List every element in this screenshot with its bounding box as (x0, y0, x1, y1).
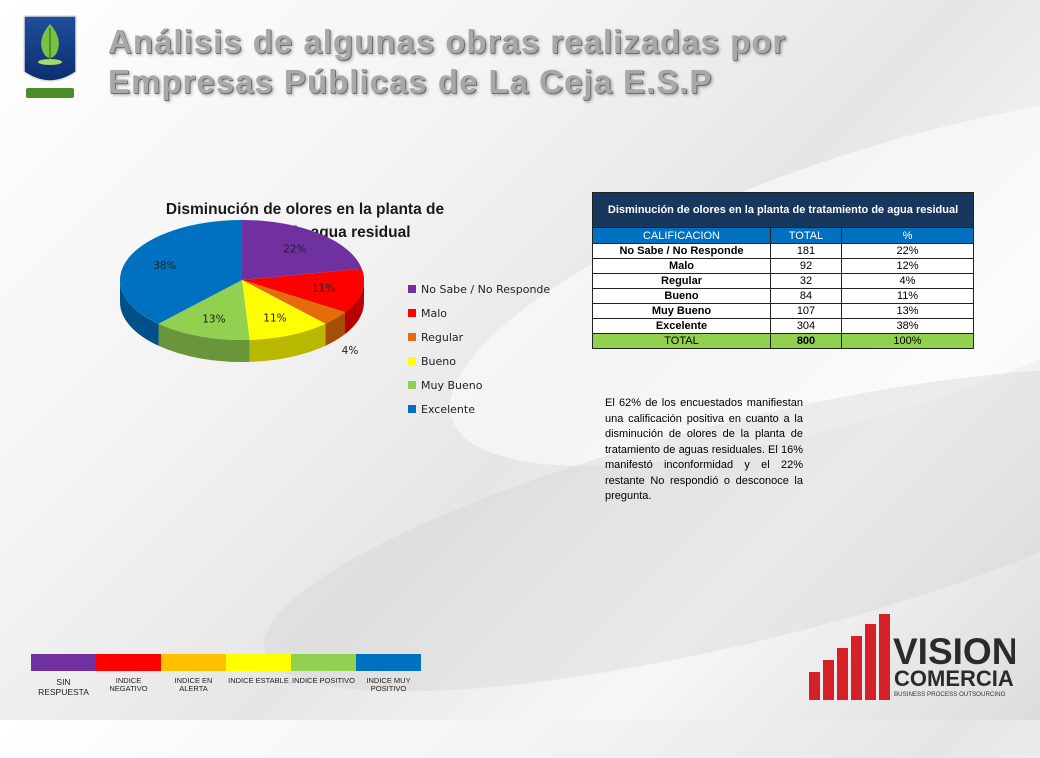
scale-segment (291, 654, 356, 671)
summary-text: El 62% de los encuestados manifiestan un… (605, 397, 803, 502)
table-cell-total: 107 (770, 303, 842, 319)
scale-label: INDICE MUY POSITIVO (366, 676, 411, 693)
table-title: Disminución de olores en la planta de tr… (592, 192, 974, 228)
data-table: Disminución de olores en la planta de tr… (592, 192, 974, 349)
table-cell-calificacion: Excelente (592, 318, 771, 334)
pie-slice (242, 280, 326, 340)
legend-swatch (408, 381, 416, 389)
pie-slice (242, 280, 346, 324)
pie-slice-side (345, 280, 364, 335)
table-header-total: TOTAL (770, 227, 842, 244)
page-title-line: Análisis de algunas obras realizadas por (108, 23, 787, 60)
table-cell-calificacion: Malo (592, 258, 771, 274)
empresas-publicas-logo (23, 15, 77, 98)
table-cell-calificacion: Muy Bueno (592, 303, 771, 319)
table-row: Muy Bueno 107 13% (592, 303, 974, 319)
scale-label: SIN RESPUESTA (38, 677, 89, 697)
pie-slice-side (120, 280, 159, 346)
scale-segment (31, 654, 96, 671)
table-total-label: TOTAL (592, 333, 771, 349)
table-total-percent: 100% (841, 333, 974, 349)
table-row: No Sabe / No Responde 181 22% (592, 243, 974, 259)
pie-slice (120, 220, 242, 324)
table-header-calificacion: CALIFICACION (592, 227, 771, 244)
legend-label: No Sabe / No Responde (421, 283, 550, 296)
table-row: Malo 92 12% (592, 258, 974, 274)
pie-slice (242, 268, 365, 313)
table-cell-total: 304 (770, 318, 842, 334)
table-cell-calificacion: No Sabe / No Responde (592, 243, 771, 259)
pie-data-label: 13% (202, 313, 225, 325)
logo-word-vision: VISION (893, 631, 1015, 672)
pie-slice-side (158, 323, 250, 362)
chart-legend: No Sabe / No Responde Malo Regular Bueno Muy… (408, 283, 550, 416)
scale-label: INDICE ESTABLE (228, 676, 289, 685)
table-cell-percent: 11% (841, 288, 974, 304)
pie-slice (242, 220, 362, 280)
scale-label: INDICE NEGATIVO (109, 676, 148, 693)
table-row: Regular 32 4% (592, 273, 974, 289)
logo-tagline: BUSINESS PROCESS OUTSOURCING (894, 691, 1006, 698)
legend-swatch (408, 357, 416, 365)
legend-label: Malo (421, 307, 447, 320)
table-row: Bueno 84 11% (592, 288, 974, 304)
pie-data-label: 38% (153, 260, 176, 272)
page-title: Análisis de algunas obras realizadas por… (108, 22, 786, 102)
table-cell-percent: 22% (841, 243, 974, 259)
pie-data-label: 11% (263, 312, 286, 324)
scale-segment (161, 654, 226, 671)
table-cell-total: 92 (770, 258, 842, 274)
scale-segment (226, 654, 291, 671)
pie-data-label: 4% (342, 345, 359, 357)
table-cell-calificacion: Regular (592, 273, 771, 289)
pie-slice-side (325, 312, 346, 346)
legend-swatch (408, 309, 416, 317)
vision-comercial-logo: VISION COMERCIAL BUSINESS PROCESS OUTSOU… (809, 614, 1015, 700)
legend-swatch (408, 333, 416, 341)
page-title-line: Empresas Públicas de La Ceja E.S.P (108, 63, 713, 100)
table-row: Excelente 304 38% (592, 318, 974, 334)
pie-chart: 22% 11% 4% 11% 13% 38% No Sabe / No Responde M… (120, 220, 550, 416)
pie-data-label: 22% (283, 244, 306, 256)
scale-label: INDICE EN ALERTA (174, 676, 213, 693)
table-cell-calificacion: Bueno (592, 288, 771, 304)
legend-label: Regular (421, 331, 464, 344)
bar-chart-icon (809, 614, 890, 700)
legend-label: Excelente (421, 403, 475, 416)
pie-slice-side (249, 323, 326, 362)
table-total-count: 800 (770, 333, 842, 349)
pie-data-label: 11% (312, 283, 335, 295)
table-cell-total: 84 (770, 288, 842, 304)
table-cell-total: 181 (770, 243, 842, 259)
table-cell-percent: 38% (841, 318, 974, 334)
rating-scale-bar (31, 654, 421, 671)
legend-swatch (408, 405, 416, 413)
pie-plot-area: 22% 11% 4% 11% 13% 38% (120, 220, 365, 362)
scale-segment (96, 654, 161, 671)
table-cell-percent: 4% (841, 273, 974, 289)
table-cell-total: 32 (770, 273, 842, 289)
chart-title-line: Disminución de olores en la planta de (165, 201, 445, 218)
legend-label: Bueno (421, 355, 456, 368)
pie-slice (158, 280, 250, 340)
legend-label: Muy Bueno (421, 379, 483, 392)
rating-scale-labels: SIN RESPUESTA INDICE NEGATIVO INDICE EN AL… (31, 676, 421, 698)
legend-swatch (408, 285, 416, 293)
logo-word-comercial: COMERCIAL (894, 666, 1015, 691)
table-header-percent: % (841, 227, 974, 244)
scale-segment (356, 654, 421, 671)
table-cell-percent: 12% (841, 258, 974, 274)
table-cell-percent: 13% (841, 303, 974, 319)
scale-label: INDICE POSITIVO (292, 676, 355, 685)
